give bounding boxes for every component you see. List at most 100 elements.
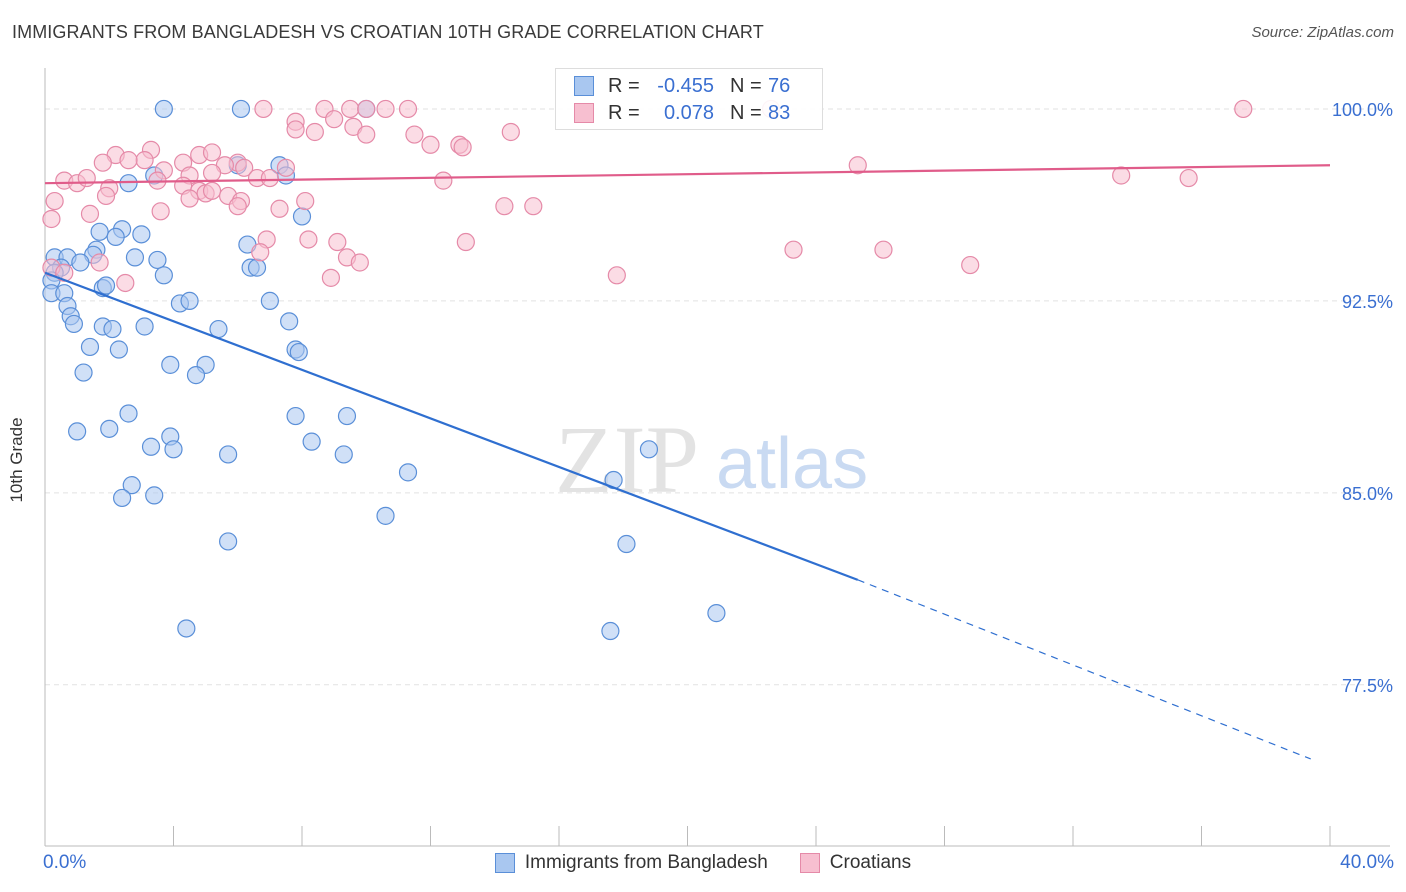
- point-bangladesh: [154, 266, 173, 285]
- point-bangladesh: [71, 253, 90, 272]
- point-bangladesh: [112, 488, 132, 508]
- point-bangladesh: [96, 276, 116, 295]
- point-croatians: [1179, 168, 1198, 188]
- legend-item-croatians[interactable]: Croatians: [799, 852, 912, 874]
- point-croatians: [1234, 99, 1253, 119]
- point-bangladesh: [302, 432, 321, 451]
- point-bangladesh: [247, 258, 267, 277]
- point-croatians: [80, 204, 100, 223]
- grid-lines: [45, 108, 1390, 686]
- point-croatians: [421, 135, 440, 154]
- point-croatians: [119, 151, 138, 170]
- point-bangladesh: [80, 337, 100, 357]
- point-bangladesh: [141, 437, 161, 456]
- point-croatians: [350, 253, 369, 272]
- point-bangladesh: [280, 312, 299, 331]
- point-bangladesh: [180, 291, 199, 310]
- point-croatians: [325, 110, 344, 129]
- point-bangladesh: [148, 250, 167, 270]
- watermark-atlas: atlas: [716, 424, 868, 504]
- point-croatians: [328, 232, 347, 252]
- point-croatians: [251, 243, 270, 262]
- point-croatians: [202, 163, 222, 183]
- point-croatians: [116, 273, 135, 293]
- point-croatians: [495, 197, 514, 216]
- point-bangladesh: [74, 363, 93, 382]
- point-bangladesh: [707, 604, 726, 623]
- point-croatians: [376, 99, 395, 119]
- point-bangladesh: [125, 248, 145, 267]
- point-croatians: [357, 125, 376, 144]
- point-croatians: [276, 158, 296, 177]
- legend-label-croatians: Croatians: [829, 852, 912, 873]
- watermark-zip: ZIP: [555, 406, 699, 513]
- point-bangladesh: [100, 419, 119, 438]
- point-croatians: [874, 240, 893, 259]
- trend-line-bangladesh: [44, 271, 859, 581]
- point-bangladesh: [376, 506, 395, 525]
- point-croatians: [398, 99, 418, 119]
- point-bangladesh: [68, 422, 87, 441]
- series-croatians: [42, 99, 1253, 293]
- trend-line-bangladesh-extrapolated: [857, 579, 1311, 760]
- y-tick-label: 77.5%: [1342, 676, 1393, 696]
- watermark: ZIP atlas: [555, 406, 868, 513]
- legend-swatch-bangladesh: [574, 76, 594, 96]
- point-croatians: [456, 232, 475, 252]
- point-bangladesh: [639, 440, 659, 459]
- point-croatians: [254, 99, 273, 119]
- point-croatians: [202, 143, 222, 162]
- x-tick-label-min: 0.0%: [43, 852, 87, 873]
- point-croatians: [296, 191, 315, 211]
- point-bangladesh: [132, 225, 151, 244]
- point-bangladesh: [219, 445, 238, 464]
- y-tick-label: 92.5%: [1342, 292, 1393, 312]
- point-bangladesh: [260, 291, 279, 310]
- point-croatians: [299, 230, 318, 249]
- legend-n-value: 76: [768, 74, 791, 97]
- point-bangladesh: [186, 366, 206, 385]
- y-tick-labels: 77.5% 85.0% 92.5% 100.0%: [1332, 100, 1393, 696]
- trend-lines: [44, 164, 1331, 760]
- point-croatians: [321, 268, 341, 287]
- point-bangladesh: [334, 445, 353, 464]
- point-croatians: [151, 202, 170, 221]
- point-croatians: [1112, 166, 1131, 185]
- point-bangladesh: [109, 340, 128, 359]
- legend-r-value: -0.455: [657, 74, 714, 97]
- correlation-legend: R = -0.455 N = 76 R = 0.078 N = 83: [555, 68, 823, 130]
- point-croatians: [848, 156, 867, 175]
- point-bangladesh: [164, 440, 183, 459]
- point-bangladesh: [161, 355, 180, 374]
- legend-swatch-croatians: [574, 103, 594, 123]
- legend-row-bangladesh: R = -0.455 N = 76: [574, 73, 790, 99]
- point-croatians: [305, 122, 324, 142]
- point-croatians: [135, 151, 154, 170]
- legend-item-bangladesh[interactable]: Immigrants from Bangladesh: [494, 852, 768, 874]
- point-croatians: [96, 186, 116, 206]
- point-croatians: [961, 255, 980, 275]
- point-bangladesh: [90, 222, 109, 241]
- point-bangladesh: [135, 317, 154, 336]
- legend-r-value: 0.078: [663, 101, 714, 124]
- point-croatians: [93, 153, 112, 172]
- legend-swatch-croatians: [799, 853, 820, 873]
- point-croatians: [453, 138, 472, 157]
- point-croatians: [90, 253, 109, 272]
- point-croatians: [524, 197, 543, 216]
- point-bangladesh: [219, 532, 238, 551]
- point-croatians: [434, 171, 453, 190]
- y-tick-label: 85.0%: [1342, 484, 1393, 504]
- point-bangladesh: [289, 342, 308, 362]
- point-bangladesh: [398, 463, 418, 482]
- point-croatians: [228, 197, 247, 216]
- point-bangladesh: [292, 207, 312, 226]
- point-croatians: [607, 266, 626, 285]
- legend-label-bangladesh: Immigrants from Bangladesh: [524, 852, 768, 873]
- legend-row-croatians: R = 0.078 N = 83: [574, 100, 790, 126]
- point-croatians: [180, 189, 199, 208]
- point-bangladesh: [601, 621, 620, 641]
- chart-title: IMMIGRANTS FROM BANGLADESH VS CROATIAN 1…: [12, 22, 764, 42]
- point-croatians: [341, 99, 360, 119]
- point-croatians: [45, 191, 64, 211]
